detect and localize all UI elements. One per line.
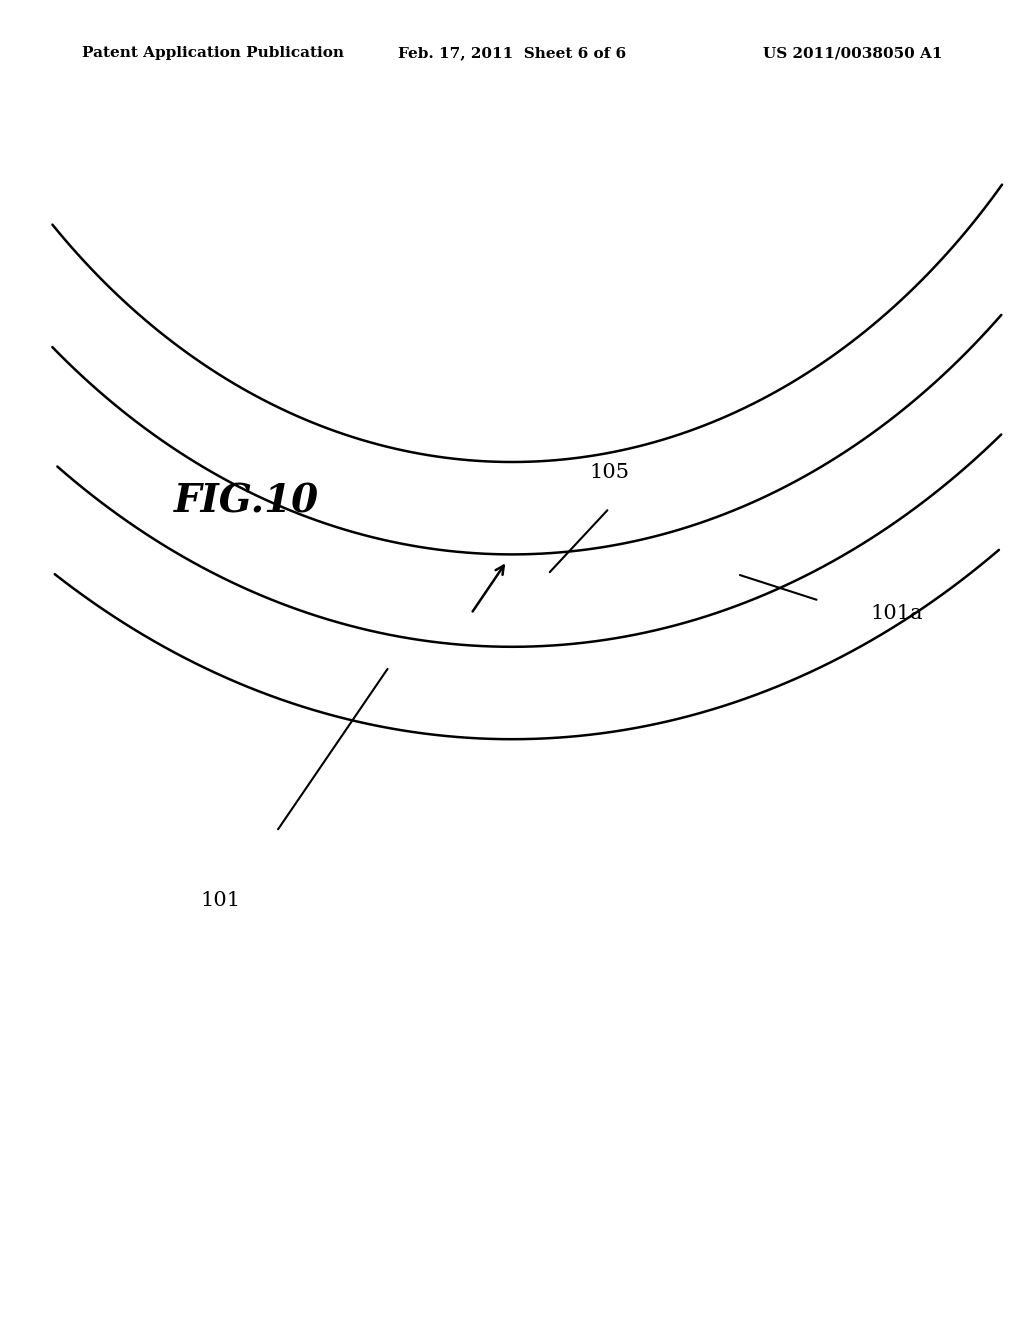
- Text: 101: 101: [200, 891, 241, 909]
- Text: 105: 105: [589, 463, 630, 482]
- Text: Feb. 17, 2011  Sheet 6 of 6: Feb. 17, 2011 Sheet 6 of 6: [398, 46, 626, 61]
- Text: 101a: 101a: [870, 605, 923, 623]
- Text: FIG.10: FIG.10: [174, 483, 319, 520]
- Text: Patent Application Publication: Patent Application Publication: [82, 46, 344, 61]
- Text: US 2011/0038050 A1: US 2011/0038050 A1: [763, 46, 942, 61]
